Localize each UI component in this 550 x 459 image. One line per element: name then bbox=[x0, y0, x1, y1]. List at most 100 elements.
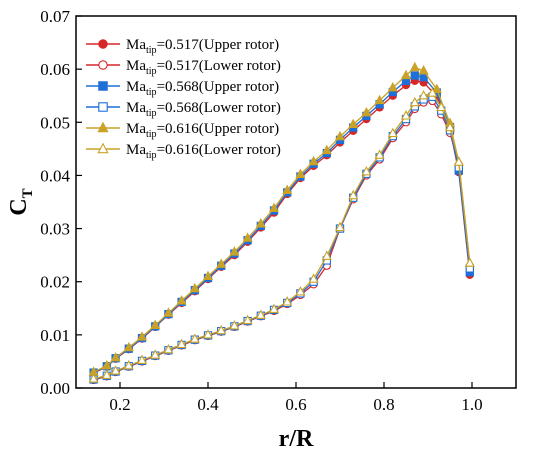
data-point bbox=[97, 142, 109, 154]
series-line bbox=[93, 74, 471, 374]
legend-item: Matip=0.517(Upper rotor) bbox=[86, 37, 279, 56]
data-point bbox=[98, 81, 108, 91]
y-tick-label: 0.07 bbox=[40, 7, 70, 26]
y-tick-label: 0.00 bbox=[40, 379, 70, 398]
y-tick-label: 0.03 bbox=[40, 220, 70, 239]
data-point bbox=[444, 121, 456, 132]
x-tick-label: 0.8 bbox=[373, 395, 394, 414]
legend-label-sub: tip bbox=[146, 129, 157, 140]
legend-label: Matip=0.568(Upper rotor) bbox=[126, 79, 279, 98]
data-point bbox=[216, 324, 227, 335]
legend-item: Matip=0.517(Lower rotor) bbox=[86, 58, 281, 77]
data-point bbox=[189, 333, 200, 343]
y-tick-label: 0.01 bbox=[40, 326, 70, 345]
legend-label-sub: tip bbox=[146, 87, 157, 98]
data-point bbox=[282, 184, 293, 194]
data-point bbox=[387, 127, 398, 138]
data-point bbox=[268, 202, 280, 213]
legend-label: Matip=0.616(Lower rotor) bbox=[126, 142, 281, 161]
x-tick-label: 0.2 bbox=[109, 395, 130, 414]
data-point bbox=[176, 338, 187, 349]
y-axis-title: CT bbox=[6, 188, 36, 215]
data-point bbox=[295, 168, 306, 179]
data-point bbox=[400, 110, 412, 120]
data-point bbox=[150, 349, 161, 359]
legend-label-main: Ma bbox=[126, 79, 146, 95]
data-point bbox=[123, 359, 134, 370]
data-point bbox=[216, 258, 227, 268]
data-point bbox=[101, 369, 112, 379]
data-point bbox=[295, 286, 306, 296]
data-point bbox=[229, 320, 240, 330]
legend-label: Matip=0.568(Lower rotor) bbox=[126, 100, 281, 119]
legend-label-main: Ma bbox=[126, 142, 146, 158]
data-point bbox=[334, 221, 346, 232]
x-tick-label: 0.6 bbox=[285, 395, 306, 414]
data-point bbox=[431, 83, 442, 93]
legend-label-main: Ma bbox=[126, 58, 146, 74]
data-point bbox=[101, 359, 112, 370]
data-point bbox=[163, 343, 174, 354]
data-point bbox=[374, 94, 385, 105]
data-point bbox=[361, 106, 372, 117]
data-point bbox=[410, 71, 419, 80]
data-point bbox=[123, 341, 134, 352]
data-point bbox=[334, 130, 346, 141]
data-point bbox=[453, 156, 464, 166]
data-point bbox=[255, 218, 266, 228]
data-point bbox=[436, 101, 447, 112]
data-point bbox=[321, 250, 332, 260]
data-point bbox=[308, 273, 319, 283]
x-tick-label: 0.4 bbox=[197, 395, 219, 414]
data-point bbox=[97, 121, 109, 133]
y-tick-label: 0.05 bbox=[40, 113, 70, 132]
y-tick-label: 0.02 bbox=[40, 273, 70, 292]
series-layer bbox=[88, 61, 475, 385]
data-point bbox=[427, 87, 438, 97]
ticks-layer: 0.2 0.4 0.6 0.8 1.0 0.00 0.01 0.02 0.03 0.04 0.05 0… bbox=[40, 7, 482, 414]
data-point bbox=[464, 257, 475, 267]
y-tick-label: 0.04 bbox=[40, 166, 70, 185]
data-point bbox=[150, 319, 161, 329]
legend-label: Matip=0.517(Upper rotor) bbox=[126, 37, 279, 56]
legend-label-sub: tip bbox=[146, 66, 157, 77]
data-point bbox=[229, 246, 240, 256]
data-point bbox=[110, 351, 121, 362]
data-point bbox=[348, 189, 359, 200]
data-point bbox=[308, 155, 319, 166]
data-point bbox=[255, 309, 266, 319]
legend-label-rest: =0.517(Upper rotor) bbox=[157, 37, 280, 53]
svg-text:CT: CT bbox=[6, 188, 36, 215]
data-point bbox=[418, 64, 429, 75]
x-tick-label: 1.0 bbox=[461, 395, 482, 414]
legend-label: Matip=0.517(Lower rotor) bbox=[126, 58, 281, 77]
data-point bbox=[242, 314, 253, 325]
data-point bbox=[242, 232, 253, 242]
legend-label-main: Ma bbox=[126, 121, 146, 137]
legend-label: Matip=0.616(Upper rotor) bbox=[126, 121, 279, 140]
y-tick-label: 0.06 bbox=[40, 60, 70, 79]
x-axis-title: r/R bbox=[279, 426, 314, 452]
data-point bbox=[88, 373, 99, 383]
data-point bbox=[361, 165, 372, 176]
legend-item: Matip=0.568(Upper rotor) bbox=[86, 79, 279, 98]
legend-label-rest: =0.616(Upper rotor) bbox=[157, 121, 280, 137]
data-point bbox=[98, 39, 108, 49]
data-point bbox=[110, 365, 121, 375]
series-line bbox=[93, 100, 471, 381]
legend-item: Matip=0.568(Lower rotor) bbox=[86, 100, 281, 119]
legend-label-rest: =0.616(Lower rotor) bbox=[157, 142, 281, 158]
data-point bbox=[202, 270, 214, 281]
data-point bbox=[400, 69, 412, 80]
data-point bbox=[163, 307, 174, 317]
data-point bbox=[409, 61, 420, 72]
legend-label-main: Ma bbox=[126, 37, 146, 53]
data-point bbox=[176, 295, 187, 305]
data-point bbox=[268, 303, 280, 313]
legend-label-sub: tip bbox=[146, 108, 157, 119]
legend-item: Matip=0.616(Lower rotor) bbox=[86, 142, 281, 161]
data-point bbox=[189, 282, 200, 293]
legend-label-sub: tip bbox=[146, 150, 157, 161]
